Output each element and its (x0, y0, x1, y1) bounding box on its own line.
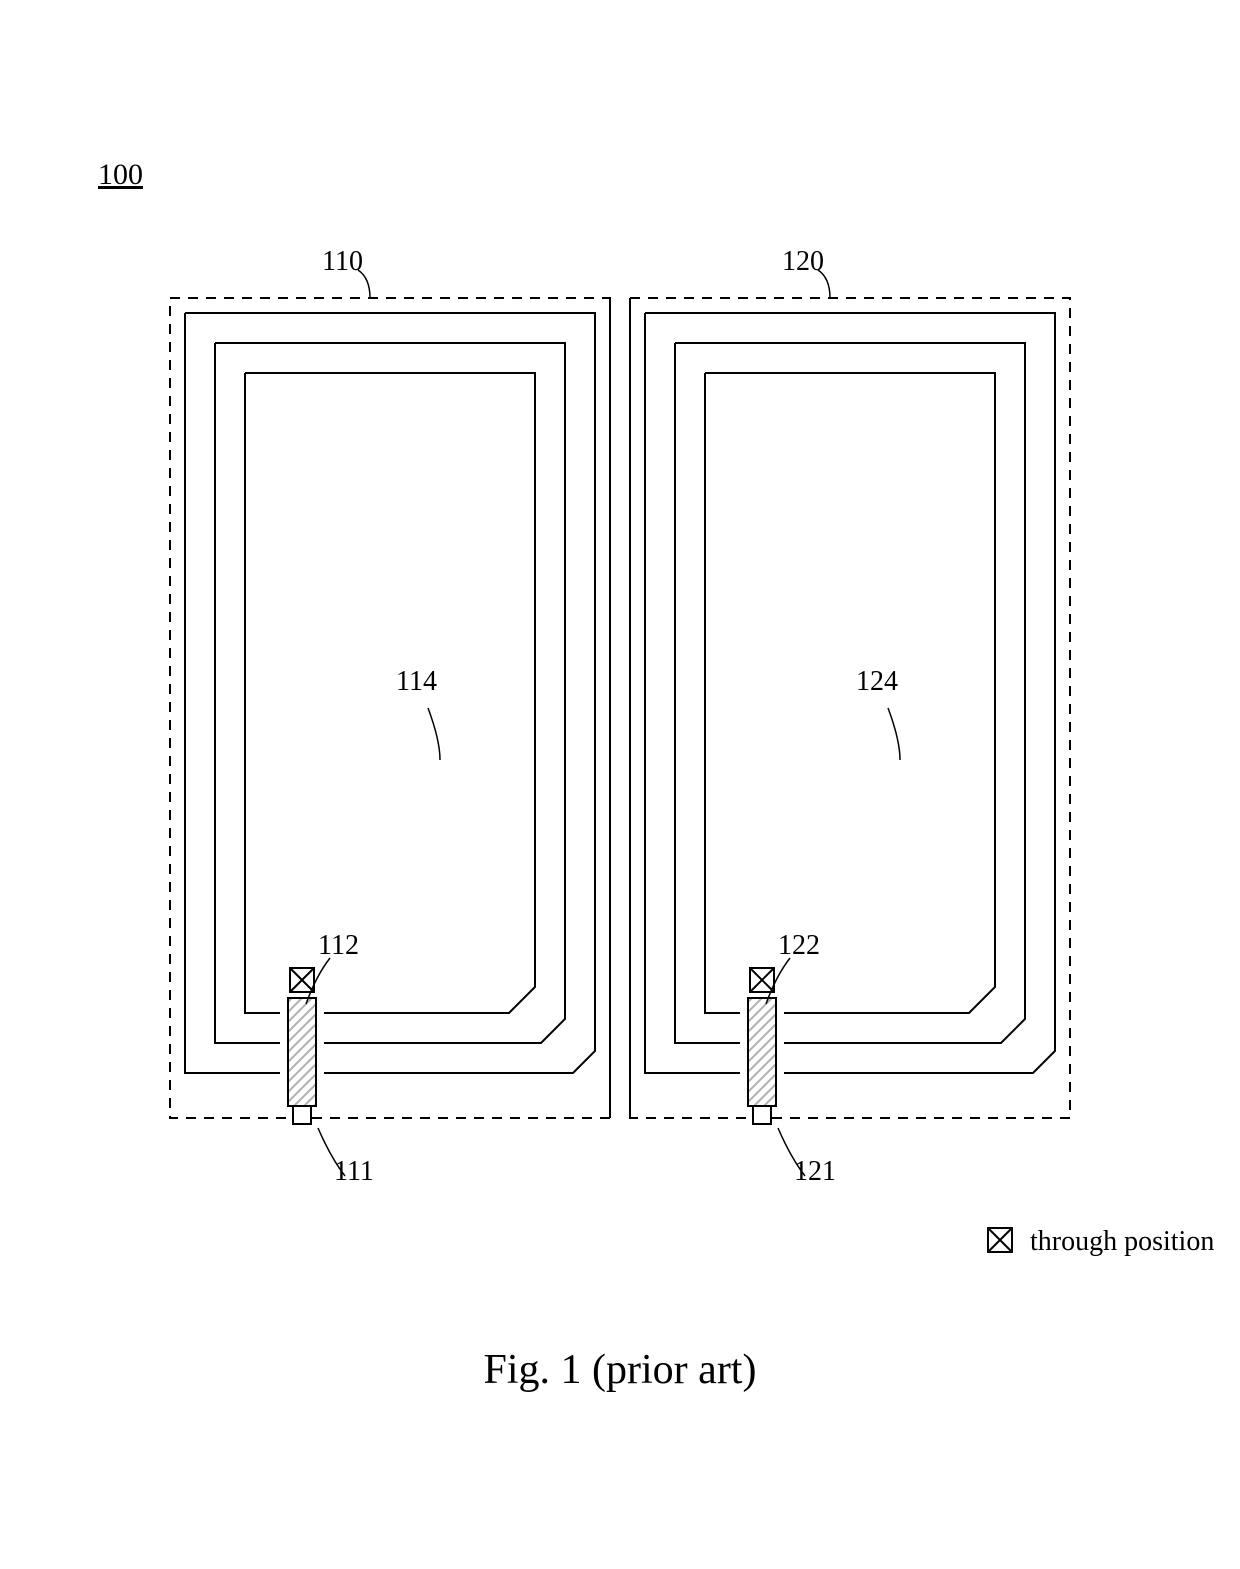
figure-svg (0, 0, 1240, 1569)
label-124: 124 (856, 666, 898, 698)
label-111: 111 (334, 1156, 374, 1188)
fig-main-label: 100 (98, 158, 143, 192)
figure-page: 100 110 120 114 112 111 124 122 121 thro… (0, 0, 1240, 1569)
label-114: 114 (396, 666, 437, 698)
group-label-110: 110 (322, 246, 363, 278)
figure-caption: Fig. 1 (prior art) (0, 1346, 1240, 1394)
label-122: 122 (778, 930, 820, 962)
legend-text: through position (1030, 1226, 1214, 1258)
label-112: 112 (318, 930, 359, 962)
label-121: 121 (794, 1156, 836, 1188)
group-label-120: 120 (782, 246, 824, 278)
